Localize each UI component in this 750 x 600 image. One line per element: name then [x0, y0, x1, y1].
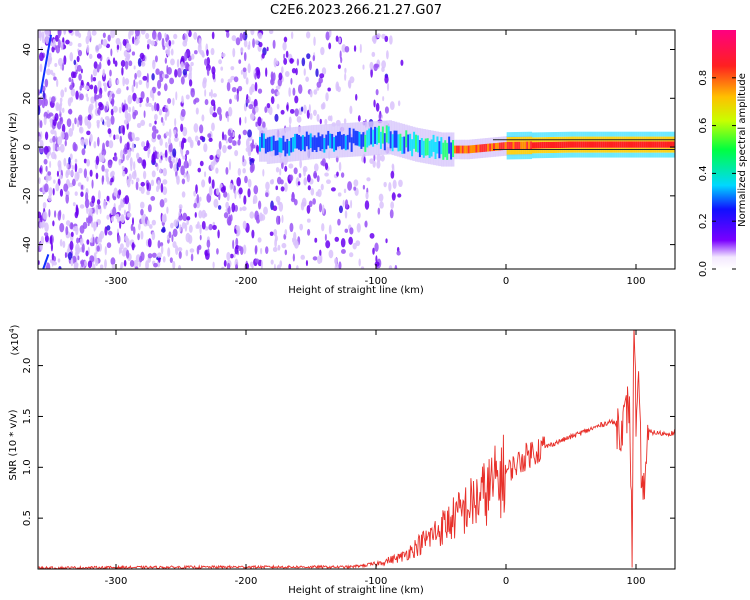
colorbar-tick-label: 0.8: [698, 70, 709, 86]
spectrogram-y-ticks: -40 -20 0 20 40: [22, 43, 675, 253]
colorbar: 0.0 0.2 0.4 0.6 0.8 Normalized spectral ampl…: [698, 30, 748, 277]
spectrogram-y-tick-label: 0: [22, 144, 33, 150]
snr-x-tick-label: 0: [503, 576, 509, 587]
colorbar-ticks: 0.0 0.2 0.4 0.6 0.8: [698, 70, 736, 277]
spectrogram-x-tick-label: 0: [503, 276, 509, 287]
snr-y-tick-label: 1.0: [22, 459, 33, 475]
snr-y-tick-label: 2.0: [22, 358, 33, 374]
snr-multiplier-exponent: 4: [8, 328, 16, 333]
spectrogram-x-label: Height of straight line (km): [288, 285, 424, 296]
colorbar-gradient: [712, 30, 736, 269]
snr-x-tick-label: -100: [365, 576, 388, 587]
figure-title: C2E6.2023.266.21.27.G07: [270, 3, 442, 18]
snr-x-ticks: -300 -200 -100 0 100: [105, 330, 646, 587]
spectrogram-x-tick-label: 100: [626, 276, 645, 287]
spectrogram-x-tick-label: -100: [365, 276, 388, 287]
snr-panel: -300 -200 -100 0 100 0.5 1.0 1.5 2.0 Height of …: [8, 324, 676, 596]
spectrogram-frame: [37, 29, 676, 270]
snr-multiplier-base: (x10: [10, 333, 21, 356]
colorbar-tick-label: 0.2: [698, 213, 709, 229]
spectrogram-y-tick-label: -40: [22, 236, 33, 252]
snr-y-label: SNR (10 * v/v): [8, 409, 19, 480]
colorbar-tick-label: 0.4: [698, 165, 709, 181]
spectrogram-plot-area: [38, 30, 675, 269]
snr-multiplier: (x104): [8, 324, 21, 355]
snr-x-tick-label: 100: [626, 576, 645, 587]
snr-y-tick-label: 1.5: [22, 408, 33, 424]
colorbar-tick-label: 0.6: [698, 118, 709, 134]
snr-y-ticks: 0.5 1.0 1.5 2.0: [22, 358, 675, 526]
spectrogram-signal-track: [259, 120, 675, 167]
snr-series-line: [38, 330, 675, 569]
spectrogram-x-ticks: -300 -200 -100 0 100: [105, 30, 646, 287]
snr-x-tick-label: -200: [235, 576, 258, 587]
spectrogram-y-tick-label: 40: [22, 43, 33, 56]
spectrogram-y-tick-label: 20: [22, 92, 33, 105]
colorbar-tick-label: 0.0: [698, 261, 709, 277]
svg-text:(x104): (x104): [8, 324, 21, 355]
spectrogram-noise: [38, 30, 404, 269]
snr-x-tick-label: -300: [105, 576, 128, 587]
snr-x-label: Height of straight line (km): [288, 585, 424, 596]
spectrogram-y-label: Frequency (Hz): [8, 112, 19, 188]
spectrogram-y-tick-label: -20: [22, 188, 33, 204]
colorbar-label: Normalized spectral amplitude: [737, 73, 748, 227]
snr-y-tick-label: 0.5: [22, 510, 33, 526]
snr-frame: [37, 329, 676, 570]
spectrogram-x-tick-label: -200: [235, 276, 258, 287]
snr-plot-area: [38, 330, 675, 569]
spectrogram-x-tick-label: -300: [105, 276, 128, 287]
